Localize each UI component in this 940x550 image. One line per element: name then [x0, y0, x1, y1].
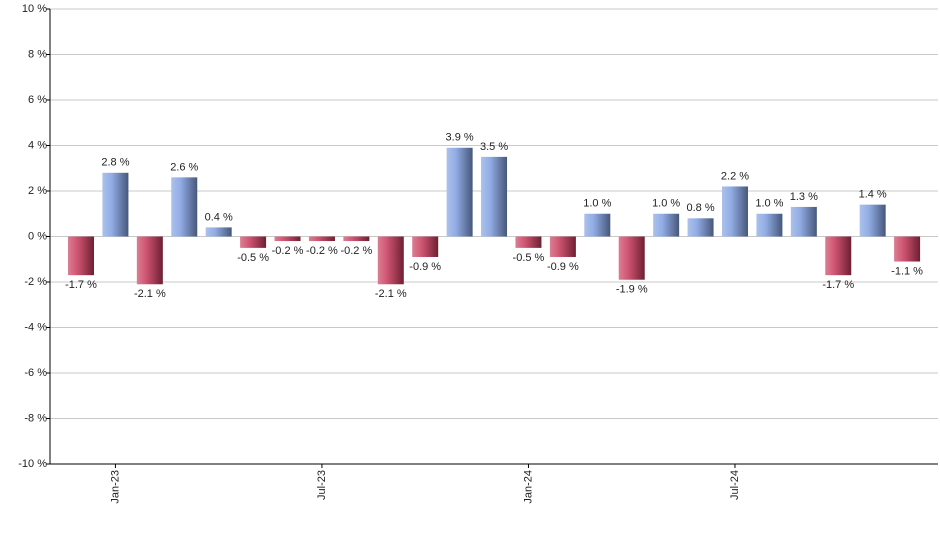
x-tick-label: Jul-24 — [729, 470, 741, 500]
bar — [790, 206, 817, 237]
y-tick-label: 6 % — [28, 94, 47, 106]
value-label: -2.1 % — [375, 288, 407, 300]
value-label: -0.2 % — [340, 245, 372, 257]
value-label: -2.1 % — [134, 288, 166, 300]
y-tick-label: -6 % — [24, 367, 47, 379]
value-label: -1.9 % — [616, 284, 648, 296]
x-tick-label: Jul-23 — [316, 470, 328, 500]
bar — [653, 213, 680, 237]
value-label: 3.5 % — [480, 141, 508, 153]
y-tick-label: -2 % — [24, 276, 47, 288]
value-label: 2.6 % — [170, 161, 198, 173]
value-label: 1.0 % — [583, 198, 611, 210]
y-tick-label: -4 % — [24, 321, 47, 333]
value-label: 1.4 % — [859, 189, 887, 201]
bar — [412, 236, 439, 257]
value-label: -1.7 % — [822, 279, 854, 291]
x-tick-label: Jan-23 — [109, 470, 121, 504]
value-label: -0.9 % — [547, 261, 579, 273]
bar — [859, 204, 886, 237]
y-tick-label: 8 % — [28, 48, 47, 60]
value-label: 2.2 % — [721, 170, 749, 182]
value-label: -1.1 % — [891, 265, 923, 277]
value-label: 1.0 % — [755, 198, 783, 210]
bar — [205, 227, 232, 237]
value-label: 1.0 % — [652, 198, 680, 210]
bar — [274, 236, 301, 242]
value-label: -1.7 % — [65, 279, 97, 291]
bar — [136, 236, 163, 285]
x-tick-label: Jan-24 — [522, 470, 534, 504]
bar — [618, 236, 645, 280]
bar — [721, 186, 748, 237]
bar — [68, 236, 94, 276]
bar — [102, 172, 129, 237]
bar — [549, 236, 576, 257]
value-label: -0.9 % — [409, 261, 441, 273]
bar — [481, 156, 508, 237]
y-tick-label: 2 % — [28, 185, 47, 197]
bar — [446, 147, 473, 237]
value-label: 1.3 % — [790, 191, 818, 203]
value-label: -0.5 % — [513, 252, 545, 264]
bar — [687, 218, 714, 237]
bar — [240, 236, 267, 248]
bar — [894, 236, 921, 262]
bar — [584, 213, 611, 237]
bar — [171, 177, 198, 237]
bar — [515, 236, 542, 248]
value-label: 2.8 % — [101, 157, 129, 169]
y-tick-label: -10 % — [18, 458, 47, 470]
bar — [825, 236, 852, 276]
y-tick-label: 10 % — [22, 3, 47, 15]
value-label: -0.2 % — [306, 245, 338, 257]
bar — [308, 236, 335, 242]
value-label: -0.2 % — [272, 245, 304, 257]
value-label: 0.4 % — [205, 211, 233, 223]
value-label: 3.9 % — [446, 132, 474, 144]
bar — [343, 236, 370, 242]
y-tick-label: -8 % — [24, 412, 47, 424]
value-label: 0.8 % — [686, 202, 714, 214]
y-tick-label: 0 % — [28, 230, 47, 242]
bar — [377, 236, 404, 285]
value-label: -0.5 % — [237, 252, 269, 264]
y-tick-label: 4 % — [28, 139, 47, 151]
bar — [756, 213, 783, 237]
